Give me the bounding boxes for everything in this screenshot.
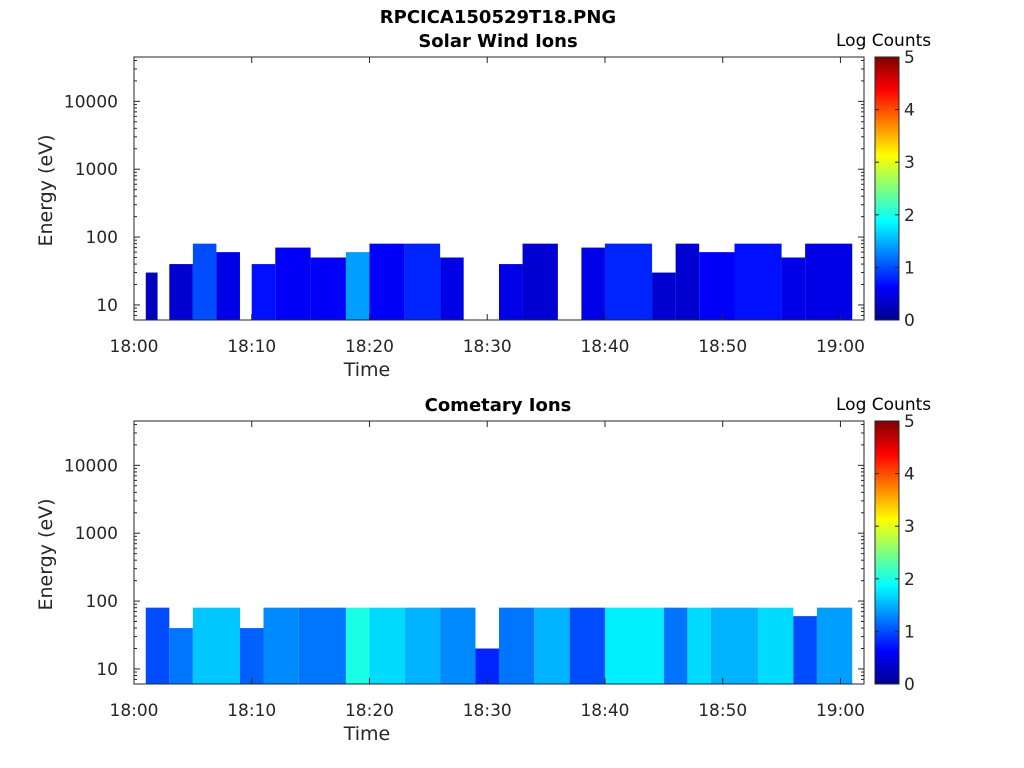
data-segment xyxy=(499,607,535,684)
y-tick-label: 10000 xyxy=(64,92,118,112)
x-tick-label: 18:10 xyxy=(227,337,276,357)
data-segment xyxy=(604,607,664,684)
colorbar-tick-label: 5 xyxy=(904,48,915,68)
colorbar xyxy=(874,420,900,685)
colorbar-tick-label: 1 xyxy=(904,622,915,642)
data-segment xyxy=(192,243,217,320)
x-axis-label: Time xyxy=(343,359,391,381)
data-segment xyxy=(251,264,276,320)
data-segment xyxy=(192,607,240,684)
colorbar-tick-label: 0 xyxy=(904,311,915,331)
data-segment xyxy=(440,257,464,320)
y-tick-label: 10 xyxy=(96,660,118,680)
data-segment xyxy=(216,252,240,320)
data-segment xyxy=(581,247,605,320)
data-segment xyxy=(239,628,264,684)
data-segment xyxy=(710,607,759,684)
data-segment xyxy=(805,243,853,320)
data-segment xyxy=(734,243,782,320)
x-tick-label: 19:00 xyxy=(816,701,865,721)
panel-title-solar-wind: Solar Wind Ions xyxy=(418,31,578,52)
data-segment xyxy=(499,264,523,320)
colorbar-label-cometary: Log Counts xyxy=(836,395,932,415)
x-tick-label: 18:10 xyxy=(227,701,276,721)
y-axis-label: Energy (eV) xyxy=(35,134,57,246)
x-tick-label: 18:30 xyxy=(463,701,512,721)
data-segment xyxy=(145,607,170,684)
data-segment xyxy=(263,607,299,684)
data-segment xyxy=(145,272,158,320)
x-tick-label: 19:00 xyxy=(816,337,865,357)
data-segment xyxy=(345,252,370,320)
x-tick-label: 18:30 xyxy=(463,337,512,357)
colorbar-tick-label: 4 xyxy=(904,101,915,121)
data-segment xyxy=(345,607,370,684)
data-segment xyxy=(781,257,806,320)
x-tick-label: 18:50 xyxy=(698,701,747,721)
data-segment xyxy=(369,243,405,320)
colorbar-tick-label: 3 xyxy=(904,517,915,537)
data-segment xyxy=(169,628,193,684)
colorbar-tick-label: 2 xyxy=(904,206,915,226)
data-segment xyxy=(475,648,499,684)
x-tick-label: 18:40 xyxy=(580,701,629,721)
y-tick-label: 10000 xyxy=(64,456,118,476)
colorbar-tick-label: 1 xyxy=(904,258,915,278)
data-segment xyxy=(675,243,700,320)
data-segment xyxy=(404,607,441,684)
colorbar-tick-label: 4 xyxy=(904,465,915,485)
colorbar-tick-label: 3 xyxy=(904,153,915,173)
x-axis-label: Time xyxy=(343,723,391,745)
data-segment xyxy=(604,243,653,320)
data-segment xyxy=(687,607,711,684)
data-segment xyxy=(310,257,346,320)
panel-title-cometary: Cometary Ions xyxy=(424,395,572,416)
data-segment xyxy=(369,607,405,684)
data-segment xyxy=(793,616,817,684)
x-tick-label: 18:40 xyxy=(580,337,629,357)
figure-title: RPCICA150529T18.PNG xyxy=(379,7,617,28)
x-tick-label: 18:50 xyxy=(698,337,747,357)
y-tick-label: 1000 xyxy=(75,160,118,180)
colorbar xyxy=(874,56,900,321)
data-segment xyxy=(440,607,476,684)
data-segment xyxy=(298,607,346,684)
data-segment xyxy=(569,607,605,684)
x-tick-label: 18:00 xyxy=(110,701,159,721)
solar-wind-panel: 18:00 18:10 18:20 18:30 18:40 18:50 19:0010100… xyxy=(35,48,915,381)
data-segment xyxy=(652,272,676,320)
data-segment xyxy=(275,247,311,320)
colorbar-tick-label: 2 xyxy=(904,570,915,590)
x-tick-label: 18:20 xyxy=(345,337,394,357)
colorbar-tick-label: 5 xyxy=(904,412,915,432)
data-segment xyxy=(404,243,441,320)
y-axis-label: Energy (eV) xyxy=(35,498,57,610)
x-tick-label: 18:20 xyxy=(345,701,394,721)
colorbar-tick-label: 0 xyxy=(904,675,915,695)
y-tick-label: 100 xyxy=(86,592,118,612)
axes-box xyxy=(133,56,865,321)
x-tick-label: 18:00 xyxy=(110,337,159,357)
data-segment xyxy=(758,607,794,684)
data-segment xyxy=(534,607,570,684)
colorbar-label-solar-wind: Log Counts xyxy=(836,31,932,51)
cometary-panel: 18:00 18:10 18:20 18:30 18:40 18:50 19:0010100… xyxy=(35,412,915,745)
data-segment xyxy=(169,264,193,320)
data-segment xyxy=(522,243,558,320)
y-tick-label: 100 xyxy=(86,228,118,248)
y-tick-label: 10 xyxy=(96,296,118,316)
data-segment xyxy=(699,252,735,320)
y-tick-label: 1000 xyxy=(75,524,118,544)
data-segment xyxy=(663,607,688,684)
data-segment xyxy=(816,607,853,684)
axes-box xyxy=(133,420,865,685)
